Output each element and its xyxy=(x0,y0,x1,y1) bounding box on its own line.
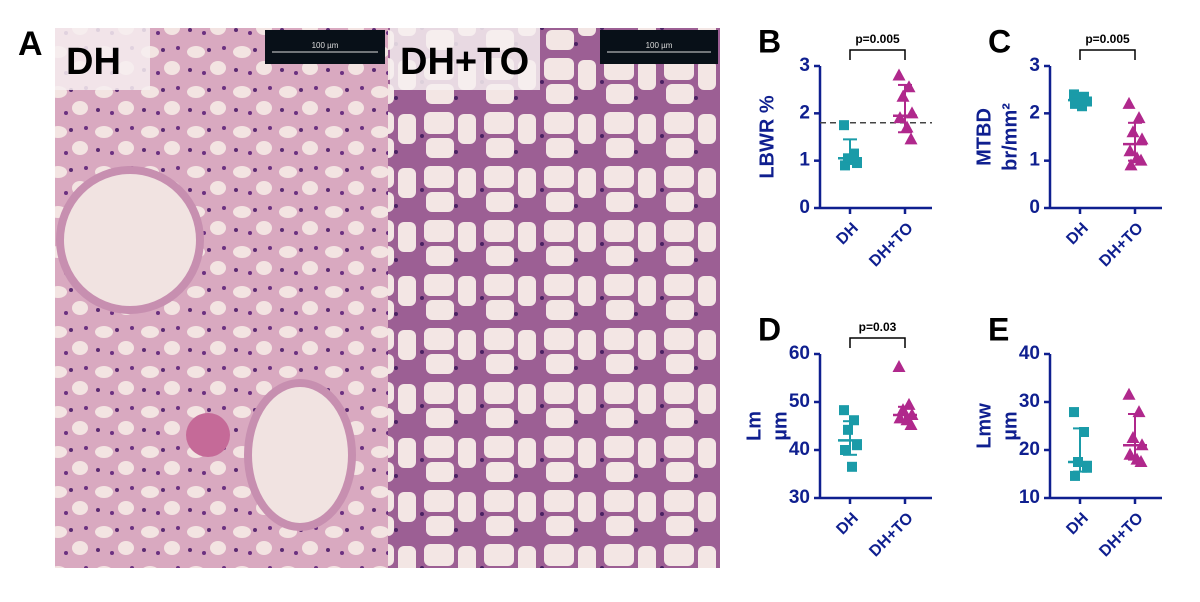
significance-bracket xyxy=(1079,49,1136,60)
x-tick-label: DH xyxy=(833,220,861,248)
y-tick-label: 2 xyxy=(1029,102,1040,123)
point xyxy=(839,120,849,131)
y-axis-label: Lm xyxy=(743,411,765,441)
image-title: DH xyxy=(66,41,121,83)
point xyxy=(1126,431,1140,443)
x-tick-label: DH+TO xyxy=(1096,510,1146,560)
point xyxy=(1070,470,1080,481)
airway xyxy=(244,379,356,531)
point xyxy=(1122,96,1136,109)
point xyxy=(893,111,907,124)
scale-box xyxy=(600,30,718,64)
y-tick-label: 30 xyxy=(1019,391,1040,412)
label-box xyxy=(55,28,150,90)
p-value: p=0.005 xyxy=(1085,32,1130,46)
point xyxy=(892,68,906,81)
y-tick-label: 2 xyxy=(799,102,810,123)
panel-label: A xyxy=(18,25,43,63)
point xyxy=(904,418,918,431)
y-axis-label: µm xyxy=(769,411,791,440)
y-tick-label: 40 xyxy=(1019,343,1040,364)
y-tick-label: 0 xyxy=(1029,197,1040,218)
point xyxy=(1069,407,1079,418)
vessel xyxy=(186,413,230,457)
image-dh-to xyxy=(388,28,720,568)
x-tick-label: DH xyxy=(833,510,861,538)
y-tick-label: 30 xyxy=(789,487,810,508)
y-axis-label: br/mm² xyxy=(999,103,1021,171)
scale-box xyxy=(265,30,385,64)
point xyxy=(847,461,857,472)
panel-label: E xyxy=(988,311,1009,347)
point xyxy=(1132,111,1146,124)
y-tick-label: 3 xyxy=(1029,55,1040,76)
x-tick-label: DH+TO xyxy=(866,220,916,270)
panel-label: B xyxy=(758,23,781,59)
y-tick-label: 0 xyxy=(799,197,810,218)
y-tick-label: 1 xyxy=(799,150,810,171)
y-tick-label: 40 xyxy=(789,439,810,460)
histology: 100 µm 100 µm A DH DH+TO xyxy=(18,25,720,568)
point xyxy=(839,405,849,416)
point xyxy=(843,424,853,435)
p-value: p=0.005 xyxy=(855,32,900,46)
significance-bracket xyxy=(849,49,906,60)
y-tick-label: 20 xyxy=(1019,439,1040,460)
point xyxy=(900,120,914,133)
label-box xyxy=(390,28,540,90)
panel-label: D xyxy=(758,311,781,347)
y-tick-label: 1 xyxy=(1029,150,1040,171)
y-axis-label: MTBD xyxy=(973,108,995,166)
point xyxy=(1123,144,1137,157)
y-tick-label: 3 xyxy=(799,55,810,76)
point xyxy=(892,359,906,372)
x-tick-label: DH+TO xyxy=(1096,220,1146,270)
y-axis-label: µm xyxy=(999,411,1021,440)
point xyxy=(852,440,862,451)
point xyxy=(849,148,859,159)
scale-label: 100 µm xyxy=(312,41,339,50)
panel-label: C xyxy=(988,23,1011,59)
point xyxy=(1134,455,1148,467)
point xyxy=(904,132,918,145)
scale-label: 100 µm xyxy=(646,41,673,50)
point xyxy=(840,160,850,171)
significance-bracket xyxy=(849,337,906,348)
y-tick-label: 60 xyxy=(789,343,810,364)
point xyxy=(1079,427,1089,437)
airway xyxy=(56,166,204,314)
x-tick-label: DH+TO xyxy=(866,510,916,560)
y-tick-label: 10 xyxy=(1019,487,1040,508)
point xyxy=(1077,101,1087,112)
point xyxy=(1124,158,1138,171)
y-axis-label: LBWR % xyxy=(756,95,778,179)
x-tick-label: DH xyxy=(1063,510,1091,538)
point xyxy=(896,89,910,102)
point xyxy=(1082,462,1092,473)
y-tick-label: 50 xyxy=(789,391,810,412)
point xyxy=(1123,447,1137,460)
x-tick-label: DH xyxy=(1063,220,1091,248)
p-value: p=0.03 xyxy=(859,320,897,334)
point xyxy=(1135,132,1149,145)
point xyxy=(840,445,850,455)
point xyxy=(1126,125,1140,138)
image-title: DH+TO xyxy=(400,41,529,83)
y-axis-label: Lmw xyxy=(973,403,995,449)
point xyxy=(1122,387,1136,400)
